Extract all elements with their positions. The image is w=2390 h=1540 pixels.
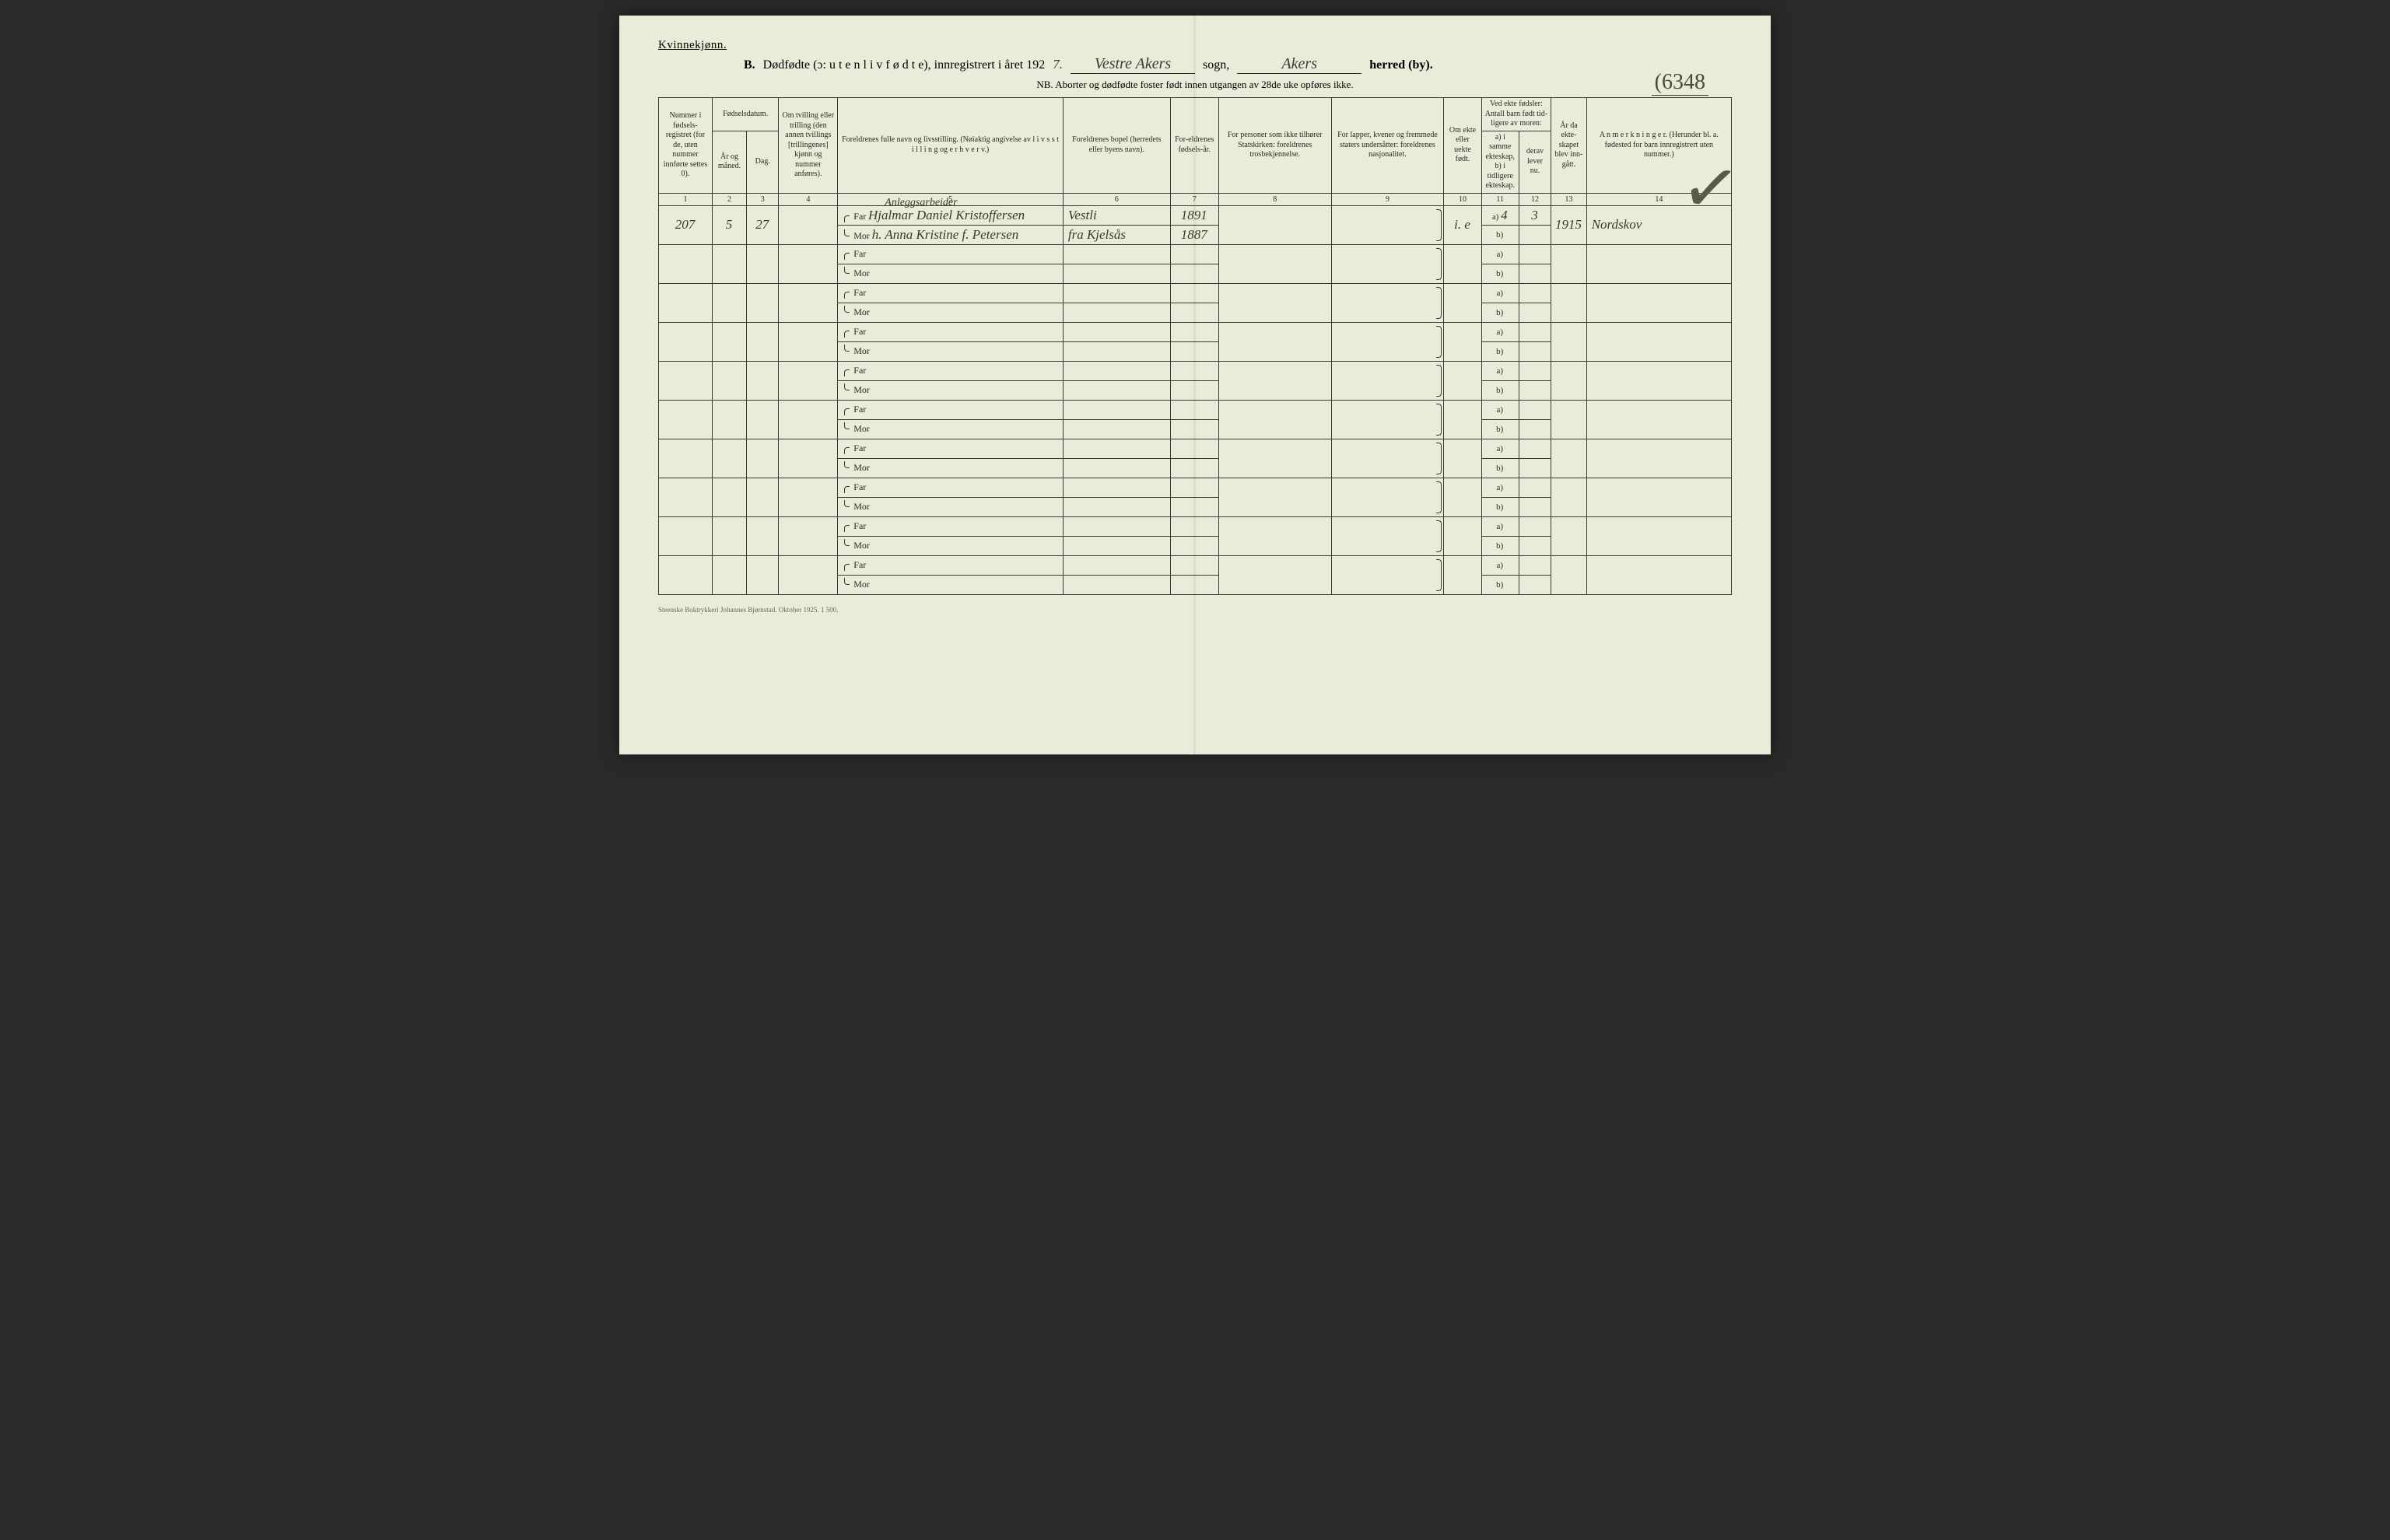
mor-label: Mor: [843, 345, 870, 356]
colnum-12: 12: [1519, 193, 1551, 205]
far-label: Far: [843, 520, 866, 531]
col-14-header: A n m e r k n i n g e r. (Herunder bl. a…: [1586, 98, 1731, 194]
col-10-header: Om ekte eller uekte født.: [1444, 98, 1481, 194]
section-letter: B.: [744, 58, 755, 72]
entry-ekte: i. e: [1444, 205, 1481, 244]
colnum-1: 1: [659, 193, 713, 205]
blank-row-far: Fara): [659, 283, 1732, 303]
far-label: Far: [843, 481, 866, 492]
mor-label: Mor: [843, 540, 870, 551]
herred-label: herred (by).: [1369, 58, 1432, 72]
far-label: Far: [843, 365, 866, 376]
mor-label: Mor: [843, 423, 870, 434]
entry-occupation: Anleggsarbeider: [885, 197, 957, 209]
blank-row-far: Fara): [659, 439, 1732, 458]
colnum-8: 8: [1218, 193, 1331, 205]
col-2-header-top: Fødselsdatum.: [712, 98, 778, 131]
blank-row-far: Fara): [659, 244, 1732, 264]
entry-faith: [1218, 205, 1331, 244]
far-label: Far: [843, 443, 866, 453]
table-body: 207 5 27 Far Anleggsarbeider Hjalmar Dan…: [659, 205, 1732, 594]
col-12-header: derav lever nu.: [1519, 131, 1551, 193]
entry-nationality: [1331, 205, 1444, 244]
page-header: Kvinnekjønn. B. Dødfødte (ɔ: u t e n l i…: [658, 39, 1732, 91]
sogn-value: Vestre Akers: [1071, 55, 1195, 74]
mor-label: Mor: [843, 384, 870, 395]
gender-heading: Kvinnekjønn.: [658, 39, 1732, 52]
entry-mother-birth: 1887: [1170, 225, 1218, 244]
mor-label: Mor: [843, 268, 870, 278]
entry-twin: [779, 205, 838, 244]
colnum-14: 14: [1586, 193, 1731, 205]
col-4-header: Om tvilling eller trilling (den annen tv…: [779, 98, 838, 194]
colnum-6: 6: [1063, 193, 1170, 205]
sogn-label: sogn,: [1203, 58, 1229, 72]
colnum-3: 3: [747, 193, 779, 205]
entry-remark: Nordskov: [1586, 205, 1731, 244]
entry-father-residence: Vestli: [1063, 205, 1170, 225]
herred-value: Akers: [1237, 55, 1361, 74]
entry-children-b-alive: [1519, 225, 1551, 244]
mor-label: Mor: [843, 501, 870, 512]
year-suffix: 7.: [1053, 57, 1063, 72]
blank-row-far: Fara): [659, 400, 1732, 419]
col-8-header: For personer som ikke tilhører Statskirk…: [1218, 98, 1331, 194]
col-5-header: Foreldrenes fulle navn og livsstilling. …: [838, 98, 1064, 194]
title-main: Dødfødte (ɔ: u t e n l i v f ø d t e), i…: [763, 58, 1046, 72]
nb-line: NB. Aborter og dødfødte foster født inne…: [658, 79, 1732, 91]
colnum-10: 10: [1444, 193, 1481, 205]
far-label: Far: [843, 559, 866, 570]
entry-day: 27: [747, 205, 779, 244]
entry-mother-residence: fra Kjelsås: [1063, 225, 1170, 244]
entry-father-name: Hjalmar Daniel Kristoffersen: [868, 208, 1025, 222]
far-label: Far: [843, 211, 866, 222]
far-label: Far: [843, 326, 866, 337]
blank-row-far: Fara): [659, 322, 1732, 341]
mor-label: Mor: [843, 306, 870, 317]
col-2b-header: Dag.: [747, 131, 779, 193]
colnum-9: 9: [1331, 193, 1444, 205]
entry-children-b: b): [1481, 225, 1519, 244]
mor-label: Mor: [843, 230, 870, 241]
col-2a-header: År og måned.: [712, 131, 746, 193]
mor-label: Mor: [843, 579, 870, 590]
entry-father-cell: Far Anleggsarbeider Hjalmar Daniel Krist…: [838, 205, 1064, 225]
register-page: ✓ Kvinnekjønn. B. Dødfødte (ɔ: u t e n l…: [619, 16, 1771, 754]
far-label: Far: [843, 287, 866, 298]
title-line: B. Dødfødte (ɔ: u t e n l i v f ø d t e)…: [658, 55, 1732, 74]
entry-mother-name: h. Anna Kristine f. Petersen: [872, 227, 1019, 242]
blank-row-far: Fara): [659, 516, 1732, 536]
col-13-header: År da ekte-skapet blev inn-gått.: [1551, 98, 1587, 194]
colnum-13: 13: [1551, 193, 1587, 205]
entry-children-a: a) 4: [1481, 205, 1519, 225]
col-11a-header: a) i samme ekteskap,b) i tidligere ektes…: [1481, 131, 1519, 193]
col-11-12-header-top: Ved ekte fødsler: Antall barn født tid-l…: [1481, 98, 1551, 131]
col-9-header: For lapper, kvener og fremmede staters u…: [1331, 98, 1444, 194]
col-1-header: Nummer i fødsels-registret (for de, uten…: [659, 98, 713, 194]
entry-children-alive: 3: [1519, 205, 1551, 225]
colnum-2: 2: [712, 193, 746, 205]
entry-regno: 207: [659, 205, 713, 244]
far-label: Far: [843, 404, 866, 415]
entry-month: 5: [712, 205, 746, 244]
blank-row-far: Fara): [659, 478, 1732, 497]
mor-label: Mor: [843, 462, 870, 473]
entry-row-far: 207 5 27 Far Anleggsarbeider Hjalmar Dan…: [659, 205, 1732, 225]
entry-mother-cell: Mor h. Anna Kristine f. Petersen: [838, 225, 1064, 244]
colnum-4: 4: [779, 193, 838, 205]
entry-father-birth: 1891: [1170, 205, 1218, 225]
colnum-11: 11: [1481, 193, 1519, 205]
blank-row-far: Fara): [659, 555, 1732, 575]
entry-marriage-year: 1915: [1551, 205, 1587, 244]
far-label: Far: [843, 248, 866, 259]
page-number: (6348: [1652, 70, 1708, 96]
col-6-header: Foreldrenes bopel (herredets eller byens…: [1063, 98, 1170, 194]
blank-row-far: Fara): [659, 361, 1732, 380]
